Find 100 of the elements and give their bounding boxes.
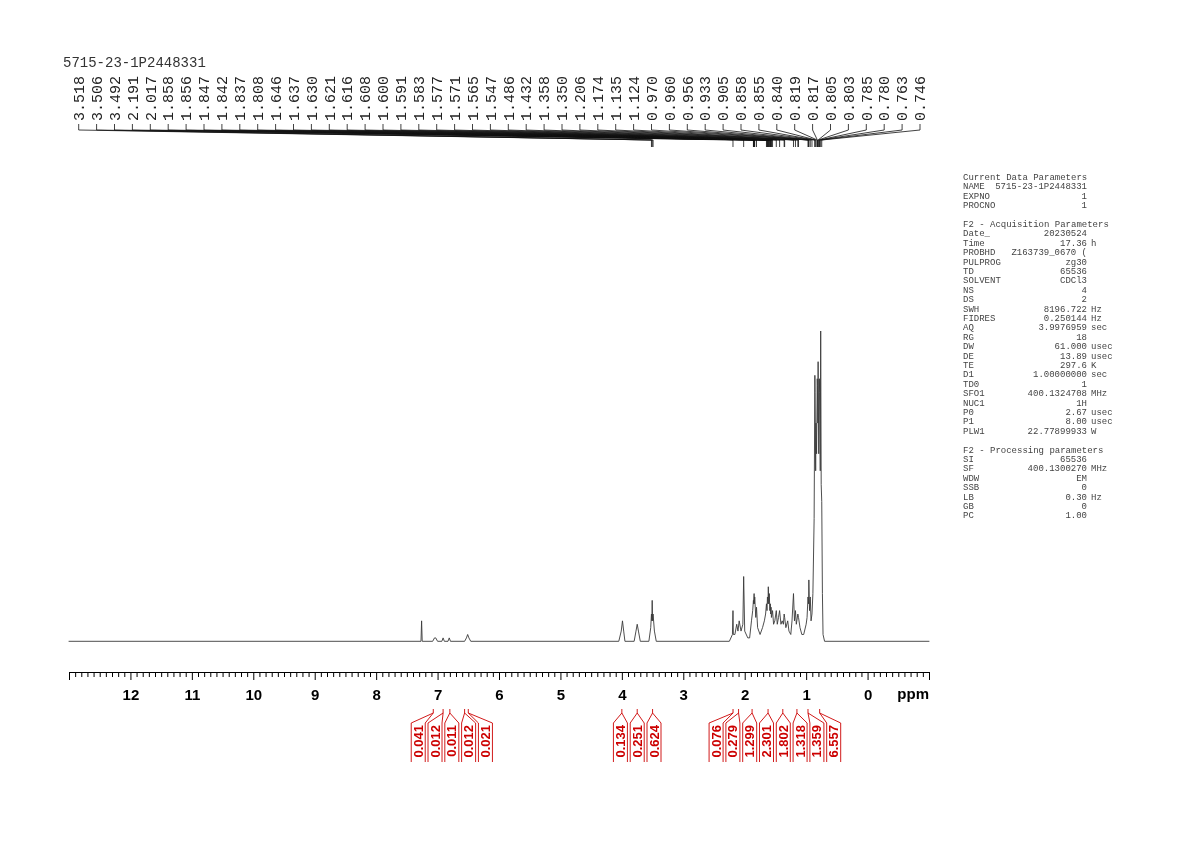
annotation: 2.017 [143, 75, 161, 121]
annotation: 0.905 [716, 75, 734, 121]
text: SOLVENT CDCl3 [963, 276, 1087, 287]
text: P1 8.00 usec [963, 417, 1113, 428]
text: PC 1.00 [963, 511, 1087, 522]
text: FIDRES 0.250144 Hz [963, 314, 1102, 324]
annotation: 1.808 [250, 75, 268, 121]
annotation: 0.021 [477, 725, 493, 758]
annotation: 0.805 [823, 75, 841, 121]
annotation: 1.350 [555, 75, 573, 121]
annotation: 1.577 [429, 75, 447, 121]
text: D1 1.00000000 sec [963, 370, 1108, 381]
annotation: 3.506 [89, 75, 107, 121]
annotation: 1.646 [268, 75, 286, 121]
text: LB 0.30 Hz [963, 492, 1102, 503]
annotation: 1.299 [742, 725, 758, 758]
annotation: 0.041 [410, 725, 426, 758]
x-tick-label: 8 [372, 685, 381, 703]
text: F2 - Processing parameters [963, 445, 1104, 456]
text: SWH 8196.722 Hz [963, 304, 1102, 315]
annotation: 0.251 [629, 725, 645, 758]
annotation: 0.012 [461, 725, 477, 758]
text: PROBHD Z163739_0670 ( [963, 248, 1087, 259]
x-tick-label: 7 [433, 685, 443, 703]
annotation: 2.301 [759, 725, 775, 758]
annotation: 1.630 [304, 75, 322, 121]
annotation: 1.206 [573, 75, 591, 121]
text: PULPROG zg30 [963, 257, 1087, 268]
annotation: 1.571 [447, 75, 465, 121]
annotation: 1.842 [215, 75, 233, 121]
annotation: 1.591 [394, 75, 412, 121]
annotation: 0.817 [805, 75, 823, 121]
x-axis-title: ppm [897, 685, 929, 702]
annotation: 2.191 [125, 75, 143, 121]
x-tick-label: 2 [741, 685, 750, 703]
annotation: 0.960 [662, 75, 680, 121]
annotation: 1.600 [376, 75, 394, 121]
annotation: 0.970 [644, 75, 662, 121]
annotation: 1.135 [608, 75, 626, 121]
text: NS 4 [963, 285, 1087, 296]
annotation: 1.565 [465, 75, 483, 121]
annotation: 0.933 [698, 75, 716, 121]
x-tick-label: 0 [863, 685, 873, 703]
text: Time 17.36 h [963, 238, 1097, 249]
annotation: 0.819 [787, 75, 805, 121]
text: SI 65536 [963, 455, 1087, 465]
text: SSB 0 [963, 483, 1087, 494]
text: DE 13.89 usec [963, 351, 1113, 362]
annotation: 0.279 [725, 725, 741, 758]
annotation: 1.174 [591, 75, 609, 121]
text: EXPNO 1 [963, 191, 1087, 202]
annotation: 1.608 [358, 75, 376, 121]
text: P0 2.67 usec [963, 408, 1113, 418]
text: PROCNO 1 [963, 201, 1087, 212]
text: Date_ 20230524 [963, 229, 1087, 240]
annotation: 1.547 [483, 75, 501, 121]
x-tick-label: 5 [556, 685, 566, 703]
annotation: 1.583 [412, 75, 430, 121]
text: F2 - Acquisition Parameters [963, 220, 1109, 230]
x-tick-label: 12 [122, 685, 140, 703]
annotation: 0.855 [752, 75, 770, 121]
text: WDW EM [963, 473, 1087, 484]
text: NUC1 1H [963, 398, 1087, 409]
annotation: 1.621 [322, 75, 340, 121]
annotation: 0.134 [612, 724, 628, 758]
text: SF 400.1300270 MHz [963, 464, 1108, 475]
x-tick-label: 6 [495, 685, 504, 703]
text: DS 2 [963, 295, 1087, 306]
text: Current Data Parameters [963, 173, 1088, 183]
x-tick-label: 9 [311, 685, 320, 703]
annotation: 0.858 [734, 75, 752, 121]
annotation: 0.624 [646, 724, 662, 758]
text: SFO1 400.1324708 MHz [963, 389, 1108, 400]
x-tick-label: 1 [802, 685, 811, 703]
annotation: 1.124 [626, 75, 644, 121]
annotation: 1.486 [501, 75, 519, 121]
text: DW 61.000 usec [963, 342, 1113, 353]
annotation: 3.518 [71, 75, 89, 121]
annotation: 0.780 [877, 75, 895, 121]
text: TE 297.6 K [963, 361, 1097, 371]
text: TD 65536 [963, 267, 1087, 277]
text: GB 0 [963, 502, 1087, 512]
chart-title: 5715-23-1P2448331 [63, 55, 206, 71]
annotation: 1.616 [340, 75, 358, 121]
annotation: 0.763 [895, 75, 913, 121]
annotation: 1.802 [775, 725, 791, 758]
annotation: 1.432 [519, 75, 537, 121]
text: NAME 5715-23-1P2448331 [963, 182, 1087, 193]
x-tick-label: 3 [679, 685, 688, 703]
annotation: 1.858 [161, 75, 179, 121]
annotation: 0.785 [859, 75, 877, 121]
annotation: 1.318 [792, 725, 808, 758]
annotation: 0.746 [913, 75, 931, 121]
annotation: 6.557 [826, 725, 842, 758]
annotation: 3.492 [107, 75, 125, 121]
annotation: 1.847 [197, 75, 215, 121]
annotation: 1.358 [537, 75, 555, 121]
x-tick-label: 11 [184, 685, 201, 703]
annotation: 0.012 [427, 725, 443, 758]
x-tick-label: 4 [618, 685, 628, 703]
